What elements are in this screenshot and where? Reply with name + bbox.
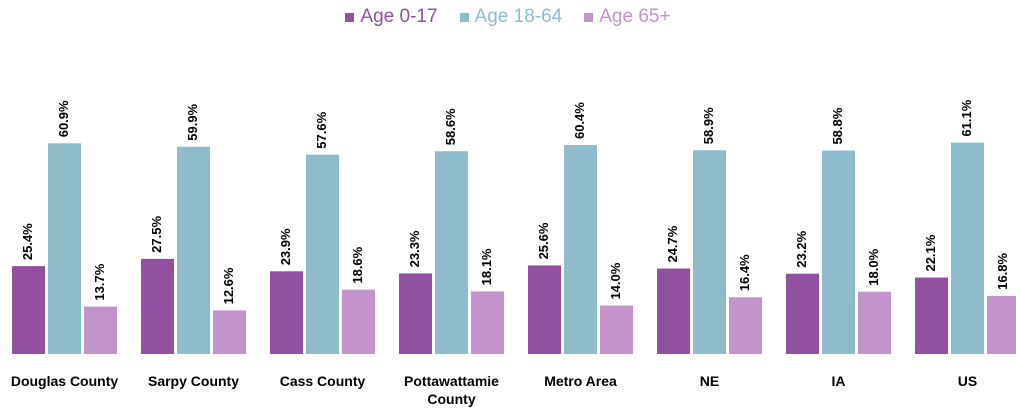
bar — [48, 143, 81, 354]
legend-item: Age 0-17 — [345, 6, 438, 28]
legend-label: Age 65+ — [599, 6, 671, 27]
bar — [342, 289, 375, 354]
legend-swatch — [584, 12, 594, 22]
bar — [822, 150, 855, 354]
x-tick-label: IA — [831, 373, 846, 389]
legend-swatch — [459, 12, 469, 22]
value-label: 12.6% — [221, 267, 236, 304]
bar — [657, 268, 690, 354]
x-tick-label: US — [957, 373, 978, 389]
value-label: 18.1% — [479, 248, 494, 285]
x-tick-label: Pottawattamie County — [404, 373, 499, 407]
bar — [141, 258, 174, 354]
legend-label: Age 0-17 — [360, 6, 438, 27]
x-tick-label: Sarpy County — [147, 373, 239, 389]
bar — [12, 266, 45, 354]
legend-label: Age 18-64 — [474, 6, 563, 27]
bar — [858, 291, 891, 354]
x-tick-label: Metro Area — [544, 373, 617, 389]
x-tick-label: Douglas County — [10, 373, 119, 389]
bar — [435, 151, 468, 354]
legend-item: Age 18-64 — [459, 6, 563, 28]
value-label: 23.3% — [407, 230, 422, 267]
value-label: 25.4% — [20, 223, 35, 260]
bar — [270, 271, 303, 354]
legend: Age 0-17 Age 18-64 Age 65+ — [0, 6, 1016, 28]
legend-swatch — [345, 12, 355, 22]
bar — [915, 277, 948, 354]
bar — [471, 291, 504, 354]
value-label: 59.9% — [185, 103, 200, 140]
bar — [729, 297, 762, 354]
bar — [84, 306, 117, 354]
bar — [528, 265, 561, 354]
bar — [399, 273, 432, 354]
value-label: 14.0% — [608, 262, 623, 299]
value-label: 18.6% — [350, 246, 365, 283]
bar — [564, 145, 597, 354]
value-label: 57.6% — [314, 111, 329, 148]
value-label: 58.8% — [830, 107, 845, 144]
value-label: 16.4% — [737, 254, 752, 291]
value-label: 13.7% — [92, 263, 107, 300]
bar — [177, 146, 210, 354]
value-label: 23.2% — [794, 230, 809, 267]
bar — [213, 310, 246, 354]
bar — [693, 150, 726, 354]
value-label: 22.1% — [923, 234, 938, 271]
bar — [600, 305, 633, 354]
bar — [786, 273, 819, 354]
value-label: 27.5% — [149, 216, 164, 253]
value-label: 23.9% — [278, 228, 293, 265]
value-label: 60.9% — [56, 100, 71, 137]
value-label: 58.9% — [701, 107, 716, 144]
value-label: 58.6% — [443, 108, 458, 145]
x-tick-label: NE — [699, 373, 720, 389]
value-label: 60.4% — [572, 102, 587, 139]
value-label: 24.7% — [665, 225, 680, 262]
value-label: 25.6% — [536, 222, 551, 259]
bar — [951, 142, 984, 354]
bar — [306, 154, 339, 354]
bar — [987, 295, 1016, 354]
value-label: 16.8% — [995, 253, 1010, 290]
value-label: 18.0% — [866, 248, 881, 285]
x-tick-label: Cass County — [279, 373, 366, 389]
value-label: 61.1% — [959, 99, 974, 136]
legend-item: Age 65+ — [584, 6, 671, 28]
